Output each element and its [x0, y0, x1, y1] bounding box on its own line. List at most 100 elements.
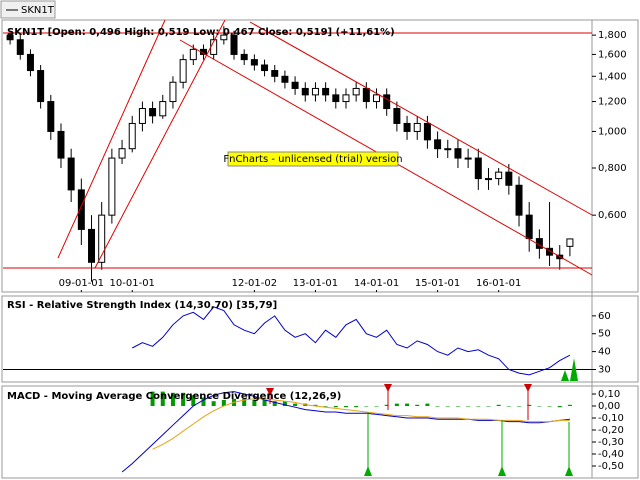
series-line — [152, 398, 570, 450]
histogram-bar — [323, 406, 328, 407]
y-tick-label: 1,600 — [598, 49, 627, 60]
candle-body — [16, 39, 24, 55]
candle-body — [362, 87, 370, 103]
y-tick-label: 40 — [598, 347, 611, 358]
histogram-bar — [527, 404, 532, 406]
candle-body — [332, 94, 340, 103]
candle-body — [149, 108, 157, 117]
candle-body — [403, 122, 411, 132]
y-tick-label: -0,50 — [598, 461, 624, 472]
x-tick-label: 09-01-01 — [59, 278, 104, 289]
candle-body — [515, 184, 523, 216]
histogram-bar — [170, 392, 175, 406]
candle-body — [444, 148, 452, 151]
histogram-bar — [425, 403, 430, 406]
candle-body — [128, 122, 136, 150]
marks: 1,800 1,600 1,400 1,200 1,000 0,800 0,600 09-01… — [3, 26, 627, 473]
histogram-bar — [181, 392, 186, 406]
candle-body — [118, 148, 126, 159]
candle-body — [26, 53, 34, 72]
candle-body — [291, 81, 299, 89]
histogram-bar — [150, 391, 155, 406]
candle-body — [189, 48, 197, 61]
series-line — [131, 306, 571, 376]
y-tick-label: 0,10 — [598, 389, 620, 400]
y-tick-label: 1,400 — [598, 71, 627, 82]
candle-body — [37, 70, 45, 103]
y-tick-label: 1,200 — [598, 97, 627, 108]
histogram-bar — [252, 400, 257, 406]
candle-body — [271, 70, 279, 77]
candle-body — [393, 108, 401, 124]
histogram-bar — [394, 403, 399, 406]
candle-body — [566, 238, 574, 247]
histogram-bar — [455, 406, 460, 407]
histogram-bar — [557, 406, 562, 408]
histogram-bar — [476, 406, 481, 407]
tab[interactable] — [0, 0, 56, 19]
macd-panel — [1, 385, 639, 479]
candle-body — [250, 59, 258, 66]
candle-body — [169, 81, 177, 103]
y-tick-label: 0,800 — [598, 163, 627, 174]
histogram-bar — [201, 397, 206, 406]
y-tick-label: 50 — [598, 329, 611, 340]
histogram-bar — [333, 406, 338, 408]
histogram-bar — [313, 404, 318, 406]
x-tick-label: 16-01-01 — [476, 278, 521, 289]
histogram-bar — [242, 398, 247, 406]
histogram-bar — [282, 401, 287, 406]
histogram-bar — [405, 403, 410, 406]
histogram-bar — [445, 406, 450, 407]
candle-body — [413, 122, 421, 132]
histogram-bar — [211, 401, 216, 406]
candle-body — [352, 87, 360, 96]
candle-body — [383, 94, 391, 110]
signal-markers — [266, 358, 578, 476]
y-tick-label: -0,20 — [598, 425, 624, 436]
histogram-bar — [272, 401, 277, 406]
y-tick-label: 0,00 — [598, 401, 620, 412]
candle-body — [434, 139, 442, 150]
histogram-bar — [415, 404, 420, 406]
candle-body — [159, 101, 167, 117]
candle-body — [525, 214, 533, 240]
candle-body — [77, 189, 85, 230]
x-tick-label: 15-01-01 — [415, 278, 460, 289]
histogram-bar — [364, 406, 369, 407]
candle-body — [47, 101, 55, 132]
histogram-bar — [435, 406, 440, 407]
chart-title: SKN1T [Open: 0,496 High: 0,519 Low: 0,46… — [7, 27, 395, 38]
candle-body — [301, 87, 309, 96]
candle-body — [220, 34, 228, 41]
candle-body — [322, 87, 330, 96]
price-panel — [1, 19, 639, 293]
y-tick-label: -0,30 — [598, 437, 624, 448]
histogram-bar — [262, 400, 267, 406]
histogram-bar — [160, 391, 165, 406]
candle-body — [423, 122, 431, 141]
chart-title: MACD - Moving Average Convergence Diverg… — [7, 391, 341, 402]
x-tick-label: 13-01-01 — [293, 278, 338, 289]
candle-body — [311, 87, 319, 96]
histogram-bar — [567, 404, 572, 406]
candle-body — [240, 53, 248, 61]
candle-body — [108, 157, 116, 216]
histogram-bar — [547, 406, 552, 407]
x-tick-label: 10-01-01 — [110, 278, 155, 289]
candle-body — [6, 34, 14, 41]
candle-body — [88, 228, 96, 263]
tab-label[interactable]: SKN1T — [21, 5, 55, 16]
histogram-bar — [517, 406, 522, 407]
histogram-bar — [374, 406, 379, 407]
histogram-bar — [343, 406, 348, 408]
histogram-bar — [293, 403, 298, 406]
watermark: FnCharts - unlicensed (trial) version — [223, 154, 402, 165]
y-tick-label: 1,800 — [598, 30, 627, 41]
candle-body — [261, 64, 269, 72]
candle-body — [57, 130, 65, 159]
histogram-bar — [191, 395, 196, 406]
histogram-bar — [466, 406, 471, 407]
